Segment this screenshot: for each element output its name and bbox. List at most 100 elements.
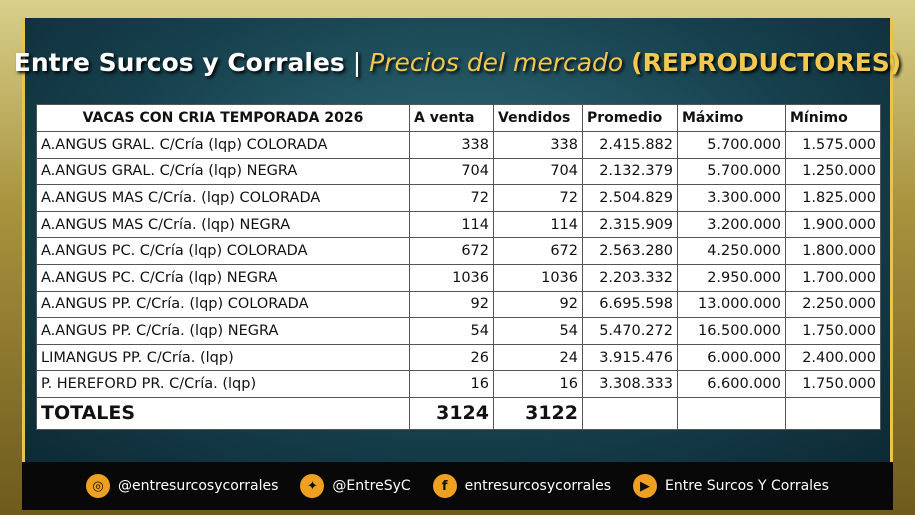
value-cell: 6.695.598 xyxy=(582,290,678,319)
table-row: A.ANGUS PC. C/Cría (lqp) COLORADA 672 672 2… xyxy=(36,237,881,265)
value-cell: 1.250.000 xyxy=(785,157,881,186)
value-cell: 72 xyxy=(493,184,583,212)
table-row: A.ANGUS GRAL. C/Cría (lqp) COLORADA 338 33… xyxy=(36,131,881,159)
value-cell: 54 xyxy=(409,317,494,345)
value-cell: 1036 xyxy=(409,263,494,292)
value-cell: 5.700.000 xyxy=(677,131,786,159)
label-cell: A.ANGUS PC. C/Cría (lqp) COLORADA xyxy=(36,237,410,265)
table-row: A.ANGUS PP. C/Cría. (lqp) NEGRA 54 54 5.470… xyxy=(36,317,881,345)
value-cell: 672 xyxy=(409,237,494,265)
table-row: P. HEREFORD PR. C/Cría. (lqp) 16 16 3.308.3… xyxy=(36,370,881,398)
value-cell: 2.203.332 xyxy=(582,263,678,292)
column-header: VACAS CON CRIA TEMPORADA 2026 xyxy=(36,104,410,132)
instagram[interactable]: ◎ @entresurcosycorrales xyxy=(86,474,278,498)
value-cell: 5.470.272 xyxy=(582,317,678,345)
value-cell: 1.700.000 xyxy=(785,263,881,292)
table-row: A.ANGUS PP. C/Cría. (lqp) COLORADA 92 92 6.… xyxy=(36,290,881,319)
twitter-icon: ✦ xyxy=(300,474,325,498)
value-cell: 92 xyxy=(493,290,583,319)
totals-row: TOTALES 3124 3122 xyxy=(36,396,881,430)
instagram-handle: @entresurcosycorrales xyxy=(118,478,279,494)
table-row: LIMANGUS PP. C/Cría. (lqp) 26 24 3.915.476 6… xyxy=(36,343,881,372)
value-cell: 92 xyxy=(409,290,494,319)
label-cell: A.ANGUS MAS C/Cría. (lqp) NEGRA xyxy=(36,210,410,239)
value-cell: 4.250.000 xyxy=(677,237,786,265)
empty-cell xyxy=(677,396,786,430)
label-cell: A.ANGUS GRAL. C/Cría (lqp) NEGRA xyxy=(36,157,410,186)
table-row: A.ANGUS GRAL. C/Cría (lqp) NEGRA 704 704 2.… xyxy=(36,157,881,186)
value-cell: 6.600.000 xyxy=(677,370,786,398)
table-row: A.ANGUS PC. C/Cría (lqp) NEGRA 1036 1036 2.… xyxy=(36,263,881,292)
value-cell: 3.300.000 xyxy=(677,184,786,212)
value-cell: 2.315.909 xyxy=(582,210,678,239)
label-cell: A.ANGUS PP. C/Cría. (lqp) NEGRA xyxy=(36,317,410,345)
value-cell: 338 xyxy=(409,131,494,159)
value-cell: 2.950.000 xyxy=(677,263,786,292)
youtube-icon: ▶ xyxy=(633,474,658,498)
value-cell: 1.750.000 xyxy=(785,370,881,398)
column-header: Promedio xyxy=(582,104,678,132)
empty-cell xyxy=(582,396,678,430)
total-cell: 3124 xyxy=(409,396,494,430)
column-header: Máximo xyxy=(677,104,786,132)
value-cell: 2.563.280 xyxy=(582,237,678,265)
separator: | xyxy=(352,48,362,77)
footer: ◎ @entresurcosycorrales ✦ @EntreSyC f entre… xyxy=(22,462,893,510)
column-header: Mínimo xyxy=(785,104,881,132)
value-cell: 114 xyxy=(409,210,494,239)
label-cell: A.ANGUS GRAL. C/Cría (lqp) COLORADA xyxy=(36,131,410,159)
label-cell: A.ANGUS PC. C/Cría (lqp) NEGRA xyxy=(36,263,410,292)
value-cell: 16 xyxy=(493,370,583,398)
label-cell: P. HEREFORD PR. C/Cría. (lqp) xyxy=(36,370,410,398)
value-cell: 1.575.000 xyxy=(785,131,881,159)
value-cell: 2.250.000 xyxy=(785,290,881,319)
price-table: VACAS CON CRIA TEMPORADA 2026 A venta Vend… xyxy=(36,104,881,430)
table-body: A.ANGUS GRAL. C/Cría (lqp) COLORADA 338 33… xyxy=(36,131,881,430)
value-cell: 114 xyxy=(493,210,583,239)
value-cell: 3.308.333 xyxy=(582,370,678,398)
value-cell: 704 xyxy=(409,157,494,186)
column-header: Vendidos xyxy=(493,104,583,132)
value-cell: 3.915.476 xyxy=(582,343,678,372)
label-cell: LIMANGUS PP. C/Cría. (lqp) xyxy=(36,343,410,372)
value-cell: 704 xyxy=(493,157,583,186)
facebook-icon: f xyxy=(432,474,457,498)
table-row: A.ANGUS MAS C/Cría. (lqp) NEGRA 114 114 2.3… xyxy=(36,210,881,239)
value-cell: 5.700.000 xyxy=(677,157,786,186)
twitter[interactable]: ✦ @EntreSyC xyxy=(300,474,411,498)
brand: Entre Surcos y Corrales xyxy=(13,48,345,77)
value-cell: 2.132.379 xyxy=(582,157,678,186)
header-row: VACAS CON CRIA TEMPORADA 2026 A venta Vend… xyxy=(36,104,881,132)
value-cell: 3.200.000 xyxy=(677,210,786,239)
youtube[interactable]: ▶ Entre Surcos Y Corrales xyxy=(633,474,829,498)
value-cell: 72 xyxy=(409,184,494,212)
value-cell: 1.750.000 xyxy=(785,317,881,345)
value-cell: 54 xyxy=(493,317,583,345)
instagram-icon: ◎ xyxy=(86,474,111,498)
value-cell: 2.400.000 xyxy=(785,343,881,372)
value-cell: 2.504.829 xyxy=(582,184,678,212)
value-cell: 1.800.000 xyxy=(785,237,881,265)
youtube-channel: Entre Surcos Y Corrales xyxy=(665,478,829,494)
twitter-handle: @EntreSyC xyxy=(332,478,411,494)
value-cell: 1036 xyxy=(493,263,583,292)
value-cell: 1.900.000 xyxy=(785,210,881,239)
value-cell: 6.000.000 xyxy=(677,343,786,372)
value-cell: 16.500.000 xyxy=(677,317,786,345)
title: Entre Surcos y Corrales | Precios del me… xyxy=(0,48,915,77)
subtitle: Precios del mercado xyxy=(369,48,624,77)
label-cell: A.ANGUS MAS C/Cría. (lqp) COLORADA xyxy=(36,184,410,212)
category: (REPRODUCTORES) xyxy=(631,48,902,77)
value-cell: 13.000.000 xyxy=(677,290,786,319)
value-cell: 1.825.000 xyxy=(785,184,881,212)
facebook[interactable]: f entresurcosycorrales xyxy=(432,474,612,498)
table-row: A.ANGUS MAS C/Cría. (lqp) COLORADA 72 72 2.… xyxy=(36,184,881,212)
total-cell: 3122 xyxy=(493,396,583,430)
facebook-handle: entresurcosycorrales xyxy=(464,478,612,494)
label-cell: A.ANGUS PP. C/Cría. (lqp) COLORADA xyxy=(36,290,410,319)
column-header: A venta xyxy=(409,104,494,132)
value-cell: 672 xyxy=(493,237,583,265)
value-cell: 338 xyxy=(493,131,583,159)
totals-label: TOTALES xyxy=(36,396,410,430)
